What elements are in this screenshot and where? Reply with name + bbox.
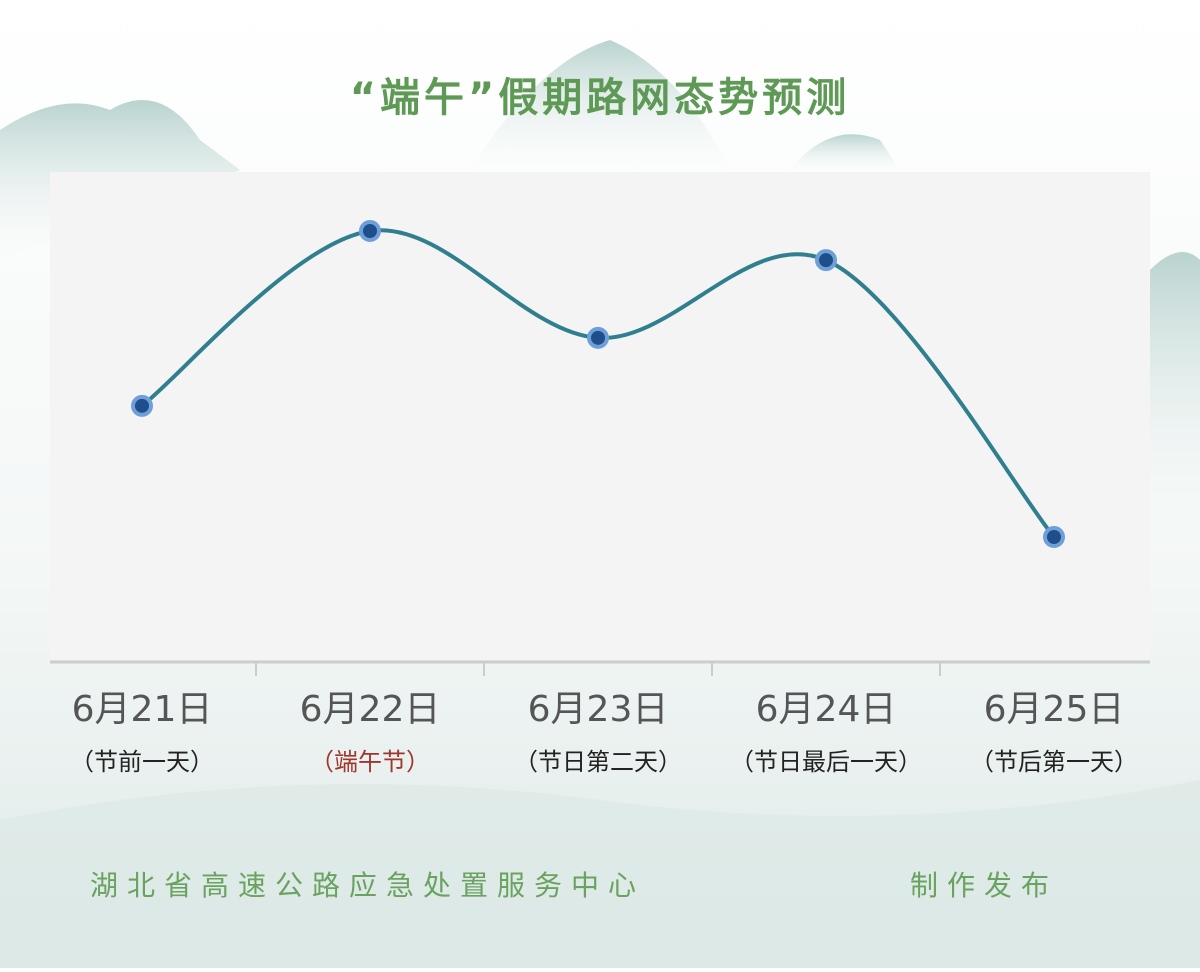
x-tick-note: （节日第二天） [514, 748, 682, 776]
x-tick-note: （节日最后一天） [730, 748, 922, 776]
x-tick-note: （端午节） [310, 748, 430, 776]
chart-title: “端午”假期路网态势预测 [350, 75, 851, 121]
mountain [790, 134, 900, 170]
x-tick-label: 6月24日 [756, 689, 897, 730]
point [131, 394, 153, 417]
publisher: 湖北省高速公路应急处置服务中心 [90, 869, 645, 902]
mist [0, 780, 1200, 968]
x-tick-note: （节前一天） [70, 748, 214, 776]
point [1043, 526, 1065, 548]
x-tick-label: 6月25日 [984, 689, 1125, 730]
x-tick-label: 6月22日 [300, 689, 441, 730]
mountain [1150, 252, 1200, 520]
plot-area [50, 172, 1150, 660]
mountain [470, 40, 730, 170]
point [359, 220, 381, 242]
credit: 制作发布 [910, 869, 1058, 902]
x-tick-note: （节后第一天） [970, 748, 1138, 776]
point [815, 249, 837, 272]
x-tick-label: 6月21日 [72, 689, 213, 730]
x-tick-label: 6月23日 [528, 689, 669, 730]
point [587, 326, 609, 349]
